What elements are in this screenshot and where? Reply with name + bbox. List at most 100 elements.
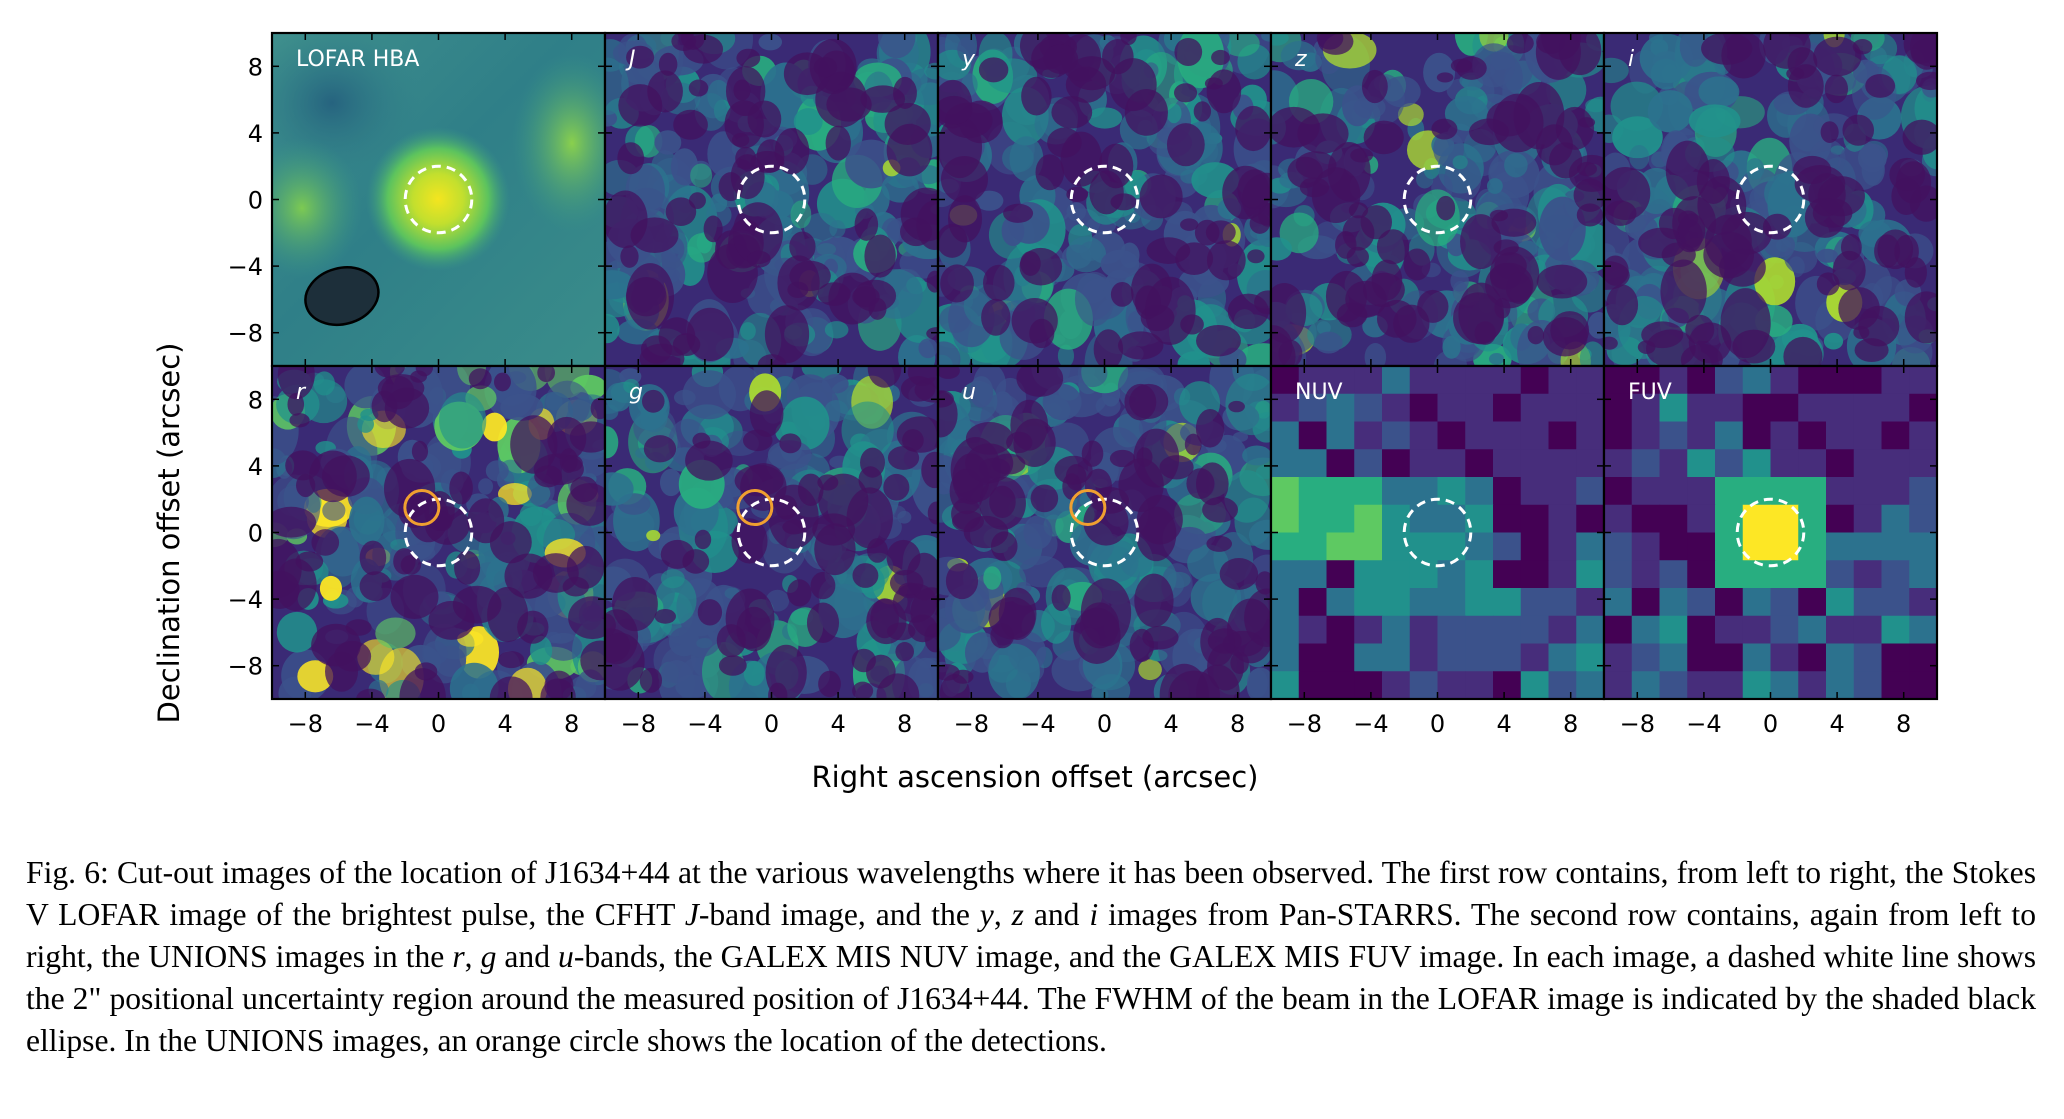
uncertainty-circle: [736, 497, 807, 568]
y-tick-label: −8: [228, 320, 263, 348]
panel-g: g: [603, 364, 940, 701]
panel-y: y: [936, 31, 1273, 368]
x-tick-label: −8: [954, 710, 989, 738]
x-tick-label: 4: [497, 710, 512, 738]
uncertainty-circle: [1735, 497, 1806, 568]
panel-z: z: [1269, 31, 1606, 368]
panel-label: LOFAR HBA: [296, 47, 419, 72]
uncertainty-circle: [1069, 497, 1140, 568]
caption-band-i: i: [1089, 897, 1099, 932]
y-tick-label: 4: [248, 453, 263, 481]
caption-text: and: [496, 939, 559, 974]
x-tick-label: 8: [1230, 710, 1245, 738]
panel-label: i: [1628, 47, 1634, 72]
caption-band-g: g: [480, 939, 497, 974]
y-tick-label: −4: [228, 253, 263, 281]
panel-fuv: FUV: [1602, 364, 1939, 701]
x-tick-label: −4: [1686, 710, 1721, 738]
caption-band-z: z: [1011, 897, 1024, 932]
y-tick-label: 8: [248, 53, 263, 81]
axes-layer: −8 −4 0 4 8 −8 −4 0 4 8 −8 −4 0 4 8 −8 −4 0 4 8 −8 −4 0 4 8 8 4 0 −4…: [228, 33, 1937, 738]
y-tick-label: 8: [248, 386, 263, 414]
caption-text: -band image, and the: [698, 897, 980, 932]
panel-image: [1271, 33, 1604, 366]
beam-ellipse: [304, 266, 380, 327]
panel-image: [605, 33, 938, 366]
caption-text: -bands, the GALEX MIS NUV image, and the…: [26, 939, 2037, 1058]
panel-label: g: [629, 380, 643, 405]
panel-lofar-hba: LOFAR HBA: [270, 31, 607, 368]
panel-label: y: [961, 47, 976, 72]
y-axis-label: Declination offset (arcsec): [152, 343, 186, 724]
x-tick-label: 8: [1896, 710, 1911, 738]
x-tick-label: 0: [431, 710, 446, 738]
panel-image: [1271, 366, 1604, 699]
x-tick-label: −8: [1287, 710, 1322, 738]
x-tick-label: −4: [1353, 710, 1388, 738]
x-axis-label: Right ascension offset (arcsec): [812, 760, 1259, 794]
x-tick-label: −8: [621, 710, 656, 738]
caption-text: Fig. 6: Cut-out images of the location o…: [26, 855, 2036, 932]
x-tick-label: −8: [1620, 710, 1655, 738]
x-tick-label: 0: [1097, 710, 1112, 738]
x-tick-label: 4: [1163, 710, 1178, 738]
panel-image: [272, 33, 605, 366]
caption-text: and: [1023, 897, 1090, 932]
caption-text: ,: [993, 897, 1012, 932]
panel-label: u: [962, 380, 976, 405]
x-tick-label: −4: [354, 710, 389, 738]
x-tick-label: 8: [1563, 710, 1578, 738]
caption-band-r: r: [452, 939, 465, 974]
panel-u: u: [936, 364, 1273, 701]
panel-label: J: [625, 47, 636, 72]
panel-image: [938, 33, 1271, 366]
caption-band-j: J: [684, 897, 699, 932]
x-tick-label: 0: [1763, 710, 1778, 738]
panel-image: [1604, 33, 1937, 366]
x-tick-label: 0: [764, 710, 779, 738]
caption-band-u: u: [558, 939, 574, 974]
uncertainty-circle: [1402, 164, 1473, 235]
y-tick-label: −8: [228, 653, 263, 681]
caption-text: images from Pan-STARRS. The second row c…: [26, 897, 2037, 974]
x-tick-label: −4: [1020, 710, 1055, 738]
y-tick-label: 0: [248, 187, 263, 215]
panel-label: NUV: [1295, 380, 1343, 405]
panel-image: [938, 366, 1271, 699]
panel-r: r: [270, 364, 607, 701]
uncertainty-circle: [403, 497, 474, 568]
panel-label: z: [1294, 47, 1307, 72]
detection-circle: [736, 489, 774, 527]
x-tick-label: 4: [830, 710, 845, 738]
caption-band-y: y: [979, 897, 994, 932]
caption-text: ,: [464, 939, 481, 974]
panel-image: [272, 366, 605, 699]
x-tick-label: 8: [897, 710, 912, 738]
figure-caption: Fig. 6: Cut-out images of the location o…: [26, 852, 2036, 1062]
uncertainty-circle: [1735, 164, 1806, 235]
panel-label: r: [296, 380, 307, 405]
x-tick-label: 4: [1829, 710, 1844, 738]
x-tick-label: −8: [288, 710, 323, 738]
y-tick-label: 0: [248, 520, 263, 548]
panel-image: [1604, 366, 1937, 699]
x-tick-label: −4: [687, 710, 722, 738]
panel-nuv: NUV: [1269, 364, 1606, 701]
x-tick-label: 0: [1430, 710, 1445, 738]
detection-circle: [403, 489, 441, 527]
panel-label: FUV: [1628, 380, 1672, 405]
detection-circle: [1069, 489, 1107, 527]
uncertainty-circle: [736, 164, 807, 235]
y-tick-label: −4: [228, 586, 263, 614]
panel-j: J: [603, 31, 940, 368]
x-tick-label: 8: [564, 710, 579, 738]
x-tick-label: 4: [1496, 710, 1511, 738]
uncertainty-circle: [403, 164, 474, 235]
panel-image: [605, 366, 938, 699]
uncertainty-circle: [1402, 497, 1473, 568]
panel-i: i: [1602, 31, 1939, 368]
y-tick-label: 4: [248, 120, 263, 148]
uncertainty-circle: [1069, 164, 1140, 235]
